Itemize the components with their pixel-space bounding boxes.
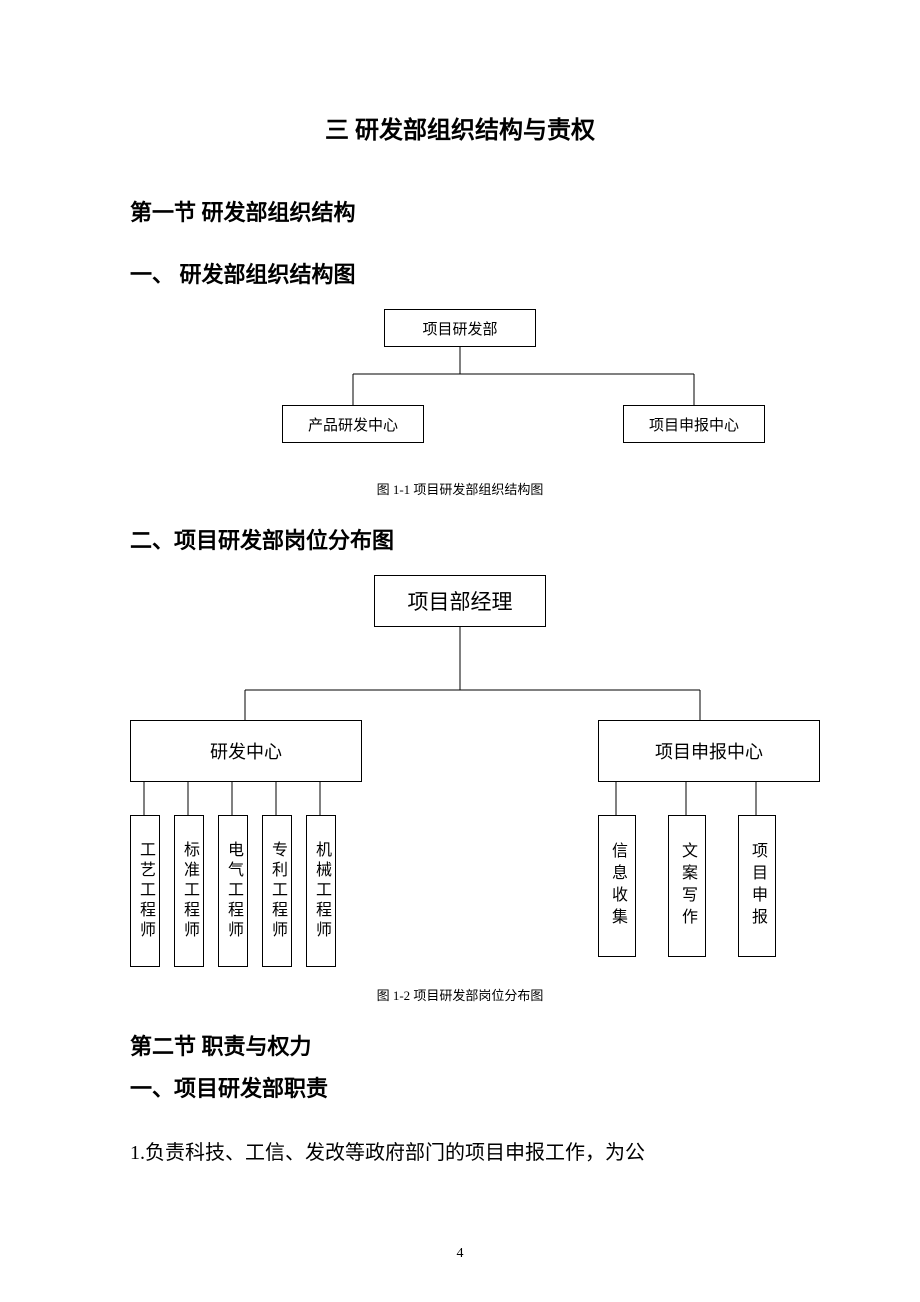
- org-chart-1-right-child: 项目申报中心: [623, 405, 765, 443]
- section-2-heading: 第二节 职责与权力: [130, 1029, 790, 1061]
- org-chart-1: 项目研发部 产品研发中心 项目申报中心: [130, 309, 790, 469]
- org-chart-2-leaf-right-2: 项目申报: [738, 815, 776, 957]
- org-chart-2-leaf-right-1: 文案写作: [668, 815, 706, 957]
- org-chart-2: 项目部经理 研发中心 项目申报中心 工艺工程师 标准工程师 电气工程师 专利工程…: [130, 575, 790, 975]
- org-chart-2-mid-right: 项目申报中心: [598, 720, 820, 782]
- org-chart-2-leaf-left-4: 机械工程师: [306, 815, 336, 967]
- org-chart-2-leaf-right-0: 信息收集: [598, 815, 636, 957]
- org-chart-2-leaf-left-3: 专利工程师: [262, 815, 292, 967]
- chapter-title: 三 研发部组织结构与责权: [130, 110, 790, 145]
- page: 三 研发部组织结构与责权 第一节 研发部组织结构 一、 研发部组织结构图 项目研…: [0, 0, 920, 1302]
- section-1-heading: 第一节 研发部组织结构: [130, 195, 790, 227]
- org-chart-1-left-child: 产品研发中心: [282, 405, 424, 443]
- org-chart-2-mid-left: 研发中心: [130, 720, 362, 782]
- figure-2-caption: 图 1-2 项目研发部岗位分布图: [130, 985, 790, 1004]
- sub-2-heading: 二、项目研发部岗位分布图: [130, 523, 790, 555]
- org-chart-2-leaf-left-2: 电气工程师: [218, 815, 248, 967]
- sub-3-heading: 一、项目研发部职责: [130, 1071, 790, 1103]
- figure-1-caption: 图 1-1 项目研发部组织结构图: [130, 479, 790, 498]
- sub-1-heading: 一、 研发部组织结构图: [130, 257, 790, 289]
- paragraph-1: 1.负责科技、工信、发改等政府部门的项目申报工作，为公: [130, 1133, 790, 1173]
- org-chart-1-root: 项目研发部: [384, 309, 536, 347]
- org-chart-2-leaf-left-0: 工艺工程师: [130, 815, 160, 967]
- org-chart-2-leaf-left-1: 标准工程师: [174, 815, 204, 967]
- page-number: 4: [0, 1246, 920, 1262]
- org-chart-2-root: 项目部经理: [374, 575, 546, 627]
